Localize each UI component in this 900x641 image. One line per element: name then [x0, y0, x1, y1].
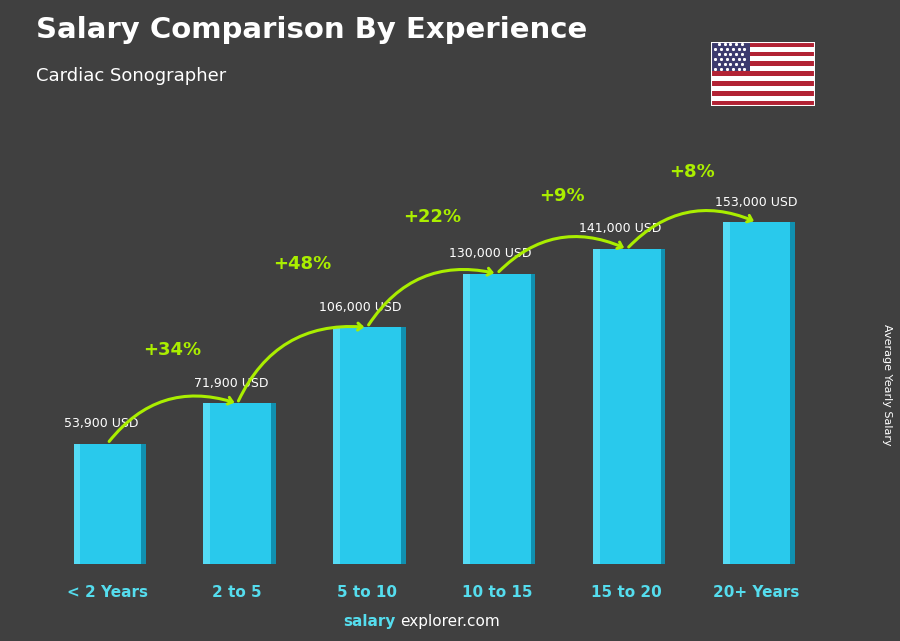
Text: 153,000 USD: 153,000 USD: [716, 196, 797, 208]
Text: 130,000 USD: 130,000 USD: [449, 247, 532, 260]
Polygon shape: [333, 328, 400, 564]
Text: Average Yearly Salary: Average Yearly Salary: [881, 324, 892, 445]
Polygon shape: [141, 444, 146, 564]
Polygon shape: [593, 249, 661, 564]
Polygon shape: [790, 222, 795, 564]
Text: +9%: +9%: [539, 187, 585, 204]
Text: 5 to 10: 5 to 10: [338, 585, 397, 599]
Text: 2 to 5: 2 to 5: [212, 585, 262, 599]
Bar: [711, 71, 814, 76]
Text: 20+ Years: 20+ Years: [714, 585, 800, 599]
Bar: [711, 51, 814, 56]
Bar: [711, 56, 814, 62]
Polygon shape: [723, 222, 730, 564]
Text: 141,000 USD: 141,000 USD: [579, 222, 662, 235]
Text: 106,000 USD: 106,000 USD: [320, 301, 401, 313]
Bar: [711, 76, 814, 81]
Polygon shape: [400, 328, 406, 564]
Bar: [711, 42, 814, 47]
Bar: [711, 42, 751, 71]
Bar: [711, 86, 814, 91]
Text: Cardiac Sonographer: Cardiac Sonographer: [36, 67, 226, 85]
Polygon shape: [531, 274, 536, 564]
Bar: [711, 81, 814, 86]
Polygon shape: [271, 403, 275, 564]
Bar: [711, 91, 814, 96]
Bar: [711, 66, 814, 71]
Text: < 2 Years: < 2 Years: [67, 585, 148, 599]
Polygon shape: [464, 274, 470, 564]
Bar: [711, 101, 814, 106]
Text: +22%: +22%: [403, 208, 461, 226]
Polygon shape: [661, 249, 665, 564]
Polygon shape: [203, 403, 271, 564]
Text: +48%: +48%: [273, 254, 331, 272]
Polygon shape: [74, 444, 141, 564]
Text: 71,900 USD: 71,900 USD: [194, 377, 268, 390]
Polygon shape: [203, 403, 211, 564]
Polygon shape: [464, 274, 531, 564]
Polygon shape: [723, 222, 790, 564]
Bar: [711, 62, 814, 66]
Text: salary: salary: [344, 615, 396, 629]
Polygon shape: [333, 328, 340, 564]
Text: 10 to 15: 10 to 15: [462, 585, 532, 599]
Text: +8%: +8%: [669, 163, 715, 181]
Polygon shape: [74, 444, 80, 564]
Text: Salary Comparison By Experience: Salary Comparison By Experience: [36, 16, 587, 44]
Polygon shape: [593, 249, 599, 564]
Text: +34%: +34%: [143, 341, 202, 359]
Text: 53,900 USD: 53,900 USD: [64, 417, 139, 430]
Bar: [711, 47, 814, 51]
Bar: [711, 96, 814, 101]
Text: 15 to 20: 15 to 20: [591, 585, 662, 599]
Text: explorer.com: explorer.com: [400, 615, 500, 629]
